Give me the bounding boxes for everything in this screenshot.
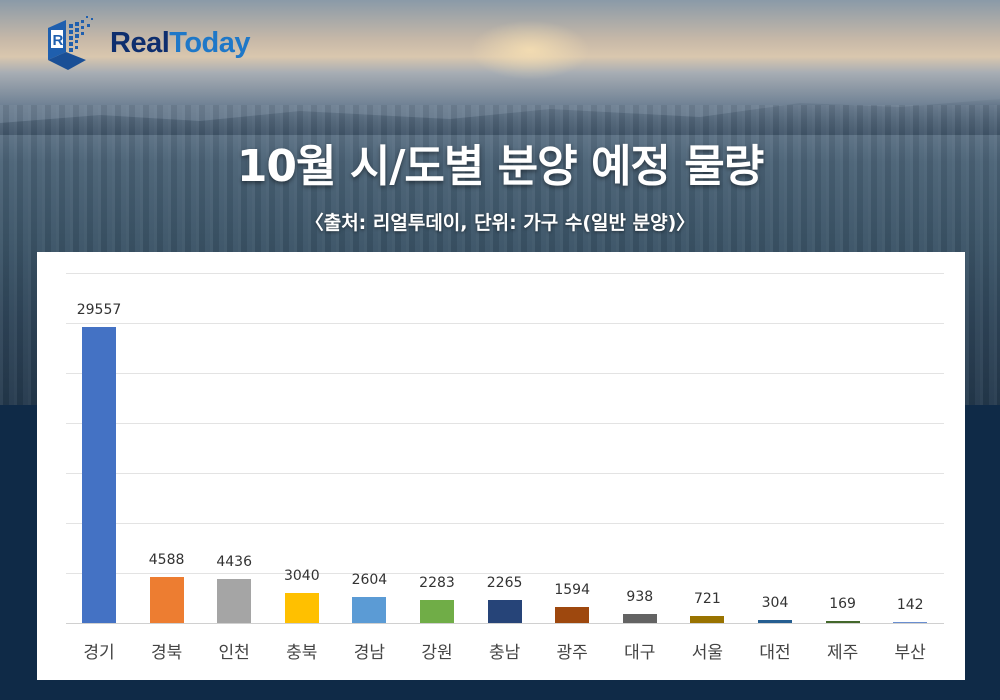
bar-6[interactable] <box>487 600 522 623</box>
data-label: 304 <box>761 594 789 611</box>
bar-3[interactable] <box>284 592 319 623</box>
category-label: 인천 <box>218 643 250 663</box>
category-label: 대전 <box>759 643 791 663</box>
bar-2[interactable] <box>217 578 252 623</box>
category-label: 충북 <box>286 643 318 663</box>
data-label: 938 <box>626 588 654 605</box>
brand-name-part1: Real <box>110 26 170 59</box>
gridline <box>66 573 944 574</box>
data-label: 3040 <box>283 567 320 584</box>
bar-7[interactable] <box>555 607 590 623</box>
bar-12[interactable] <box>893 621 928 623</box>
bar-0[interactable] <box>82 327 116 623</box>
bar-4[interactable] <box>352 596 387 623</box>
gridline <box>66 523 944 524</box>
bar-5[interactable] <box>420 600 454 623</box>
cube-r-logo-icon: R <box>44 14 102 72</box>
bar-1[interactable] <box>149 577 184 623</box>
data-label: 2604 <box>351 571 388 588</box>
data-label: 2265 <box>486 575 523 592</box>
category-label: 제주 <box>826 643 859 663</box>
category-label: 강원 <box>421 643 453 663</box>
data-label: 721 <box>694 590 721 607</box>
gridline <box>66 423 944 424</box>
bar-10[interactable] <box>758 619 792 623</box>
category-label: 대구 <box>624 643 656 663</box>
gridline <box>66 473 944 474</box>
bar-11[interactable] <box>825 621 860 623</box>
data-label: 4588 <box>148 552 185 569</box>
category-label: 경남 <box>353 643 386 663</box>
mountain-silhouette <box>0 99 1000 135</box>
category-label: 경기 <box>83 643 115 663</box>
data-label: 142 <box>896 596 924 613</box>
data-label: 29557 <box>76 302 122 319</box>
gridline <box>66 373 944 374</box>
brand-logo[interactable]: R RealToday <box>44 14 251 72</box>
category-label: 충남 <box>488 643 521 663</box>
category-label: 부산 <box>894 643 926 663</box>
gridline <box>66 273 944 274</box>
sunset-glow <box>470 20 590 80</box>
bar-8[interactable] <box>622 613 657 623</box>
x-axis-baseline <box>66 623 944 624</box>
brand-name: RealToday <box>110 26 251 60</box>
data-label: 2283 <box>419 575 455 592</box>
category-label: 광주 <box>556 643 588 663</box>
page-title: 10월 시/도별 분양 예정 물량 <box>236 141 764 192</box>
bar-9[interactable] <box>690 615 725 623</box>
brand-name-part2: Today <box>169 26 251 59</box>
category-label: 서울 <box>691 643 724 663</box>
category-label: 경북 <box>150 643 183 663</box>
gridline <box>66 323 944 324</box>
svg-text:R: R <box>53 32 64 49</box>
data-label: 1594 <box>554 582 590 599</box>
data-label: 169 <box>829 596 856 613</box>
data-label: 4436 <box>216 553 252 570</box>
source-subtitle: 〈출처: 리얼투데이, 단위: 가구 수(일반 분양)〉 <box>304 212 696 234</box>
